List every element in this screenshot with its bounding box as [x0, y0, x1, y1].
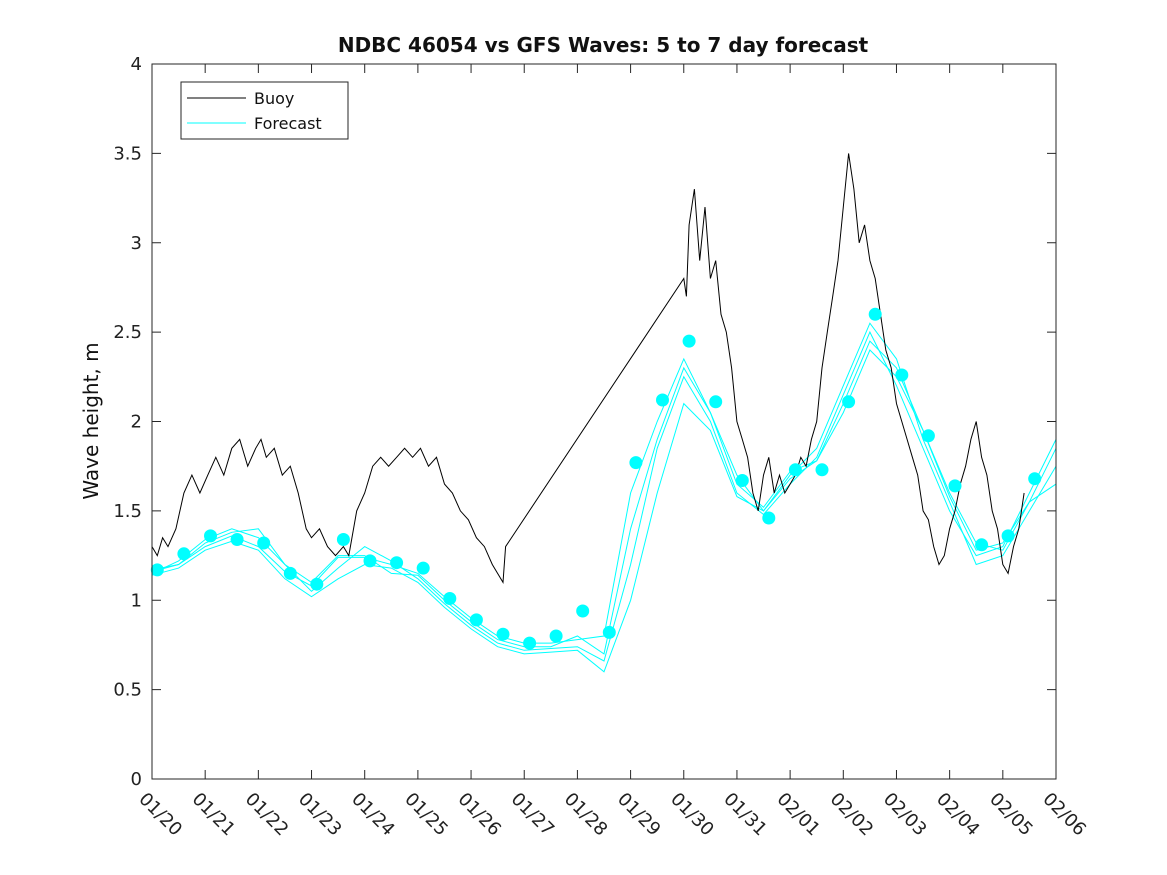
forecast-marker-9	[390, 556, 404, 570]
forecast-marker-6	[310, 577, 324, 591]
y-axis-label: Wave height, m	[79, 342, 103, 499]
forecast-marker-3	[230, 533, 244, 546]
forecast-marker-13	[496, 627, 510, 641]
x-tick-label-9: 01/29	[613, 789, 665, 841]
forecast-marker-12	[469, 613, 483, 627]
y-tick-label-2: 1	[131, 590, 142, 611]
forecast-marker-8	[363, 554, 377, 568]
forecast-marker-14	[523, 636, 537, 650]
x-tick-label-0: 01/20	[134, 789, 186, 841]
forecast-marker-2	[204, 529, 217, 543]
y-tick-label-7: 3.5	[113, 143, 142, 164]
x-tick-label-5: 01/25	[400, 789, 452, 841]
x-tick-label-17: 02/06	[1038, 789, 1090, 841]
x-tick-label-15: 02/04	[932, 789, 984, 841]
forecast-marker-24	[788, 463, 802, 477]
legend-box	[180, 81, 349, 140]
forecast-marker-26	[842, 395, 856, 409]
forecast-marker-27	[868, 307, 882, 321]
x-tick-label-10: 01/30	[666, 789, 718, 841]
forecast-series-line-0	[151, 349, 1057, 655]
legend-label-forecast: Forecast	[254, 114, 322, 133]
x-tick-label-2: 01/22	[241, 789, 293, 841]
forecast-marker-15	[549, 629, 563, 643]
forecast-marker-28	[895, 368, 909, 382]
legend-label-buoy: Buoy	[254, 89, 294, 108]
y-tick-label-6: 3	[131, 233, 142, 254]
y-tick-label-8: 4	[131, 54, 142, 75]
y-tick-label-0: 0	[131, 769, 142, 790]
chart-title: NDBC 46054 vs GFS Waves: 5 to 7 day fore…	[338, 33, 869, 57]
x-tick-label-13: 02/02	[826, 789, 878, 841]
series-layer	[150, 153, 1057, 673]
forecast-marker-33	[1028, 472, 1042, 486]
forecast-marker-32	[1001, 529, 1015, 543]
forecast-marker-1	[177, 547, 191, 561]
forecast-marker-0	[150, 563, 164, 577]
forecast-marker-31	[975, 538, 989, 552]
x-tick-label-11: 01/31	[719, 789, 771, 841]
forecast-marker-20	[682, 334, 696, 348]
forecast-marker-10	[416, 561, 430, 575]
forecast-marker-16	[576, 604, 590, 618]
y-tick-label-3: 1.5	[113, 501, 142, 522]
forecast-marker-5	[283, 566, 297, 580]
x-tick-label-3: 01/23	[294, 789, 346, 841]
forecast-marker-4	[257, 536, 271, 550]
x-tick-label-4: 01/24	[347, 789, 399, 841]
x-tick-label-1: 01/21	[188, 789, 240, 841]
forecast-marker-7	[336, 533, 350, 546]
y-tick-label-4: 2	[131, 412, 142, 433]
forecast-marker-11	[443, 592, 457, 605]
forecast-marker-21	[709, 395, 723, 409]
x-tick-label-6: 01/26	[454, 789, 506, 841]
y-tick-label-5: 2.5	[113, 322, 142, 343]
x-tick-label-16: 02/05	[985, 789, 1037, 841]
forecast-marker-18	[629, 456, 643, 470]
forecast-marker-22	[735, 474, 749, 487]
forecast-marker-30	[948, 479, 962, 493]
forecast-series-line-2	[151, 330, 1057, 662]
x-tick-label-8: 01/28	[560, 789, 612, 841]
forecast-marker-25	[815, 463, 829, 477]
y-tick-label-1: 0.5	[113, 680, 142, 701]
buoy-series-line	[151, 153, 1025, 585]
x-tick-label-7: 01/27	[507, 789, 559, 841]
x-tick-label-14: 02/03	[879, 789, 931, 841]
forecast-marker-29	[921, 429, 935, 443]
legend: Buoy Forecast	[180, 81, 349, 140]
forecast-marker-17	[602, 625, 616, 639]
x-tick-label-12: 02/01	[773, 789, 825, 841]
forecast-marker-19	[656, 393, 669, 407]
forecast-series-line-1	[151, 322, 1057, 673]
forecast-marker-23	[762, 511, 776, 525]
